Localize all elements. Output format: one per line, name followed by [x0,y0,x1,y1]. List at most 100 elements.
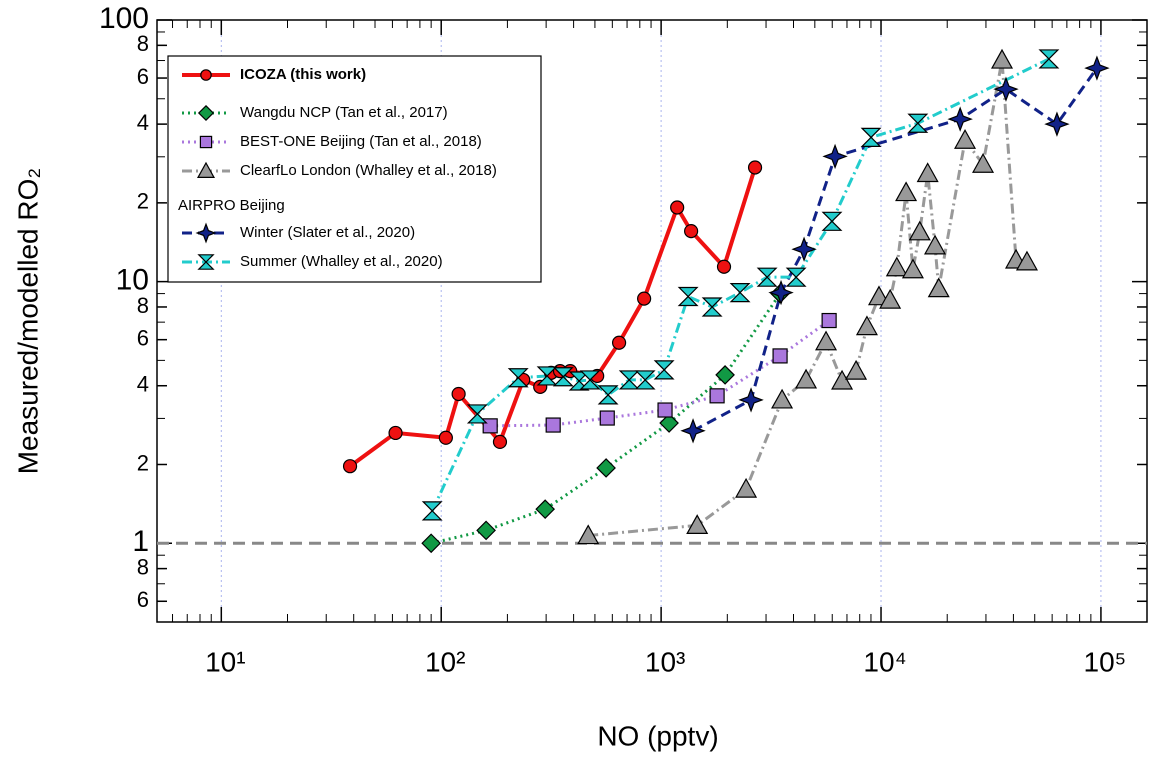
x-axis-label: NO (pptv) [597,720,718,751]
marker-group [923,234,947,255]
data-point [657,402,673,418]
data-point [599,410,615,426]
data-point [1044,111,1070,137]
marker-group [596,458,616,478]
marker-group [901,258,924,279]
data-point [993,76,1019,102]
marker-group [701,297,723,317]
data-point [879,288,902,309]
legend-label: ClearfLo London (Whalley et al., 2018) [240,162,497,179]
marker-group [680,418,706,444]
marker-group [860,127,882,147]
data-point [577,524,600,545]
data-point [791,236,817,262]
data-point [916,162,939,183]
marker-group [451,386,466,402]
data-point [677,286,699,307]
data-point [552,367,574,387]
data-point [907,113,929,133]
x-tick-label: 10⁵ [1084,646,1127,677]
y-tick-label: 6 [137,325,149,350]
data-point [821,211,843,231]
marker-group [492,434,508,449]
marker-group [653,360,675,380]
marker-group [466,404,488,424]
data-point [1084,55,1110,81]
marker-group [972,152,995,173]
marker-group [927,277,950,298]
marker-group [772,348,788,364]
marker-group [686,514,709,535]
data-point [715,365,735,385]
data-point [885,256,908,277]
data-point [653,360,675,380]
x-tick-label: 10³ [645,646,685,677]
data-point [990,48,1014,69]
data-point [716,259,732,274]
marker-group [1038,49,1060,69]
marker-group [785,267,807,287]
data-point [611,335,627,350]
marker-group [634,370,656,390]
data-point [684,223,699,239]
data-point [466,404,488,424]
data-point [901,258,924,279]
y-tick-label: 8 [137,554,149,579]
legend-group-title: AIRPRO Beijing [178,197,285,214]
data-point [476,520,496,541]
x-tick-label: 10² [425,646,465,677]
marker-group [677,286,699,307]
x-tick-label: 10⁴ [863,646,906,677]
data-point [822,143,848,170]
data-point [972,152,995,173]
data-point [482,418,498,434]
y-tick-label: 10 [116,264,149,297]
data-point [954,129,977,149]
data-point [438,430,453,445]
legend-symbol [199,135,213,149]
data-point [738,387,764,413]
data-point [1038,49,1060,69]
legend-symbol [197,104,215,122]
data-point [845,359,868,380]
y-tick-label: 1 [132,525,149,558]
legend-symbol [200,69,212,81]
series-line [588,59,1028,538]
marker-group [536,366,558,386]
marker-group [659,413,679,433]
data-point [735,477,758,498]
marker-group [507,368,529,388]
marker-group [990,48,1014,69]
legend-marker [199,135,213,149]
data-point [596,458,616,478]
data-point [451,386,466,402]
data-point [747,160,763,175]
legend-symbol [197,254,215,270]
marker-group [657,402,673,418]
marker-group [885,256,908,277]
marker-group [791,236,817,262]
marker-group [907,113,929,133]
marker-group [756,267,778,287]
marker-group [947,106,973,132]
marker-group [670,200,685,215]
legend-label: Summer (Whalley et al., 2020) [240,253,443,270]
marker-group [821,312,837,329]
legend-marker [196,161,216,178]
data-point [492,434,508,449]
legend-marker [200,69,212,81]
y-tick-label: 6 [137,64,149,89]
legend-marker [197,254,215,270]
marker-group [954,129,977,149]
y-axis-label: Measured/modelled RO₂ [12,168,43,475]
data-point [1015,250,1038,271]
marker-group [1044,111,1070,137]
marker-group [599,410,615,426]
legend-symbol [195,222,217,244]
marker-group [545,417,561,433]
data-point [795,368,818,389]
marker-group [577,524,600,545]
marker-group [855,315,878,336]
marker-group [535,499,556,519]
